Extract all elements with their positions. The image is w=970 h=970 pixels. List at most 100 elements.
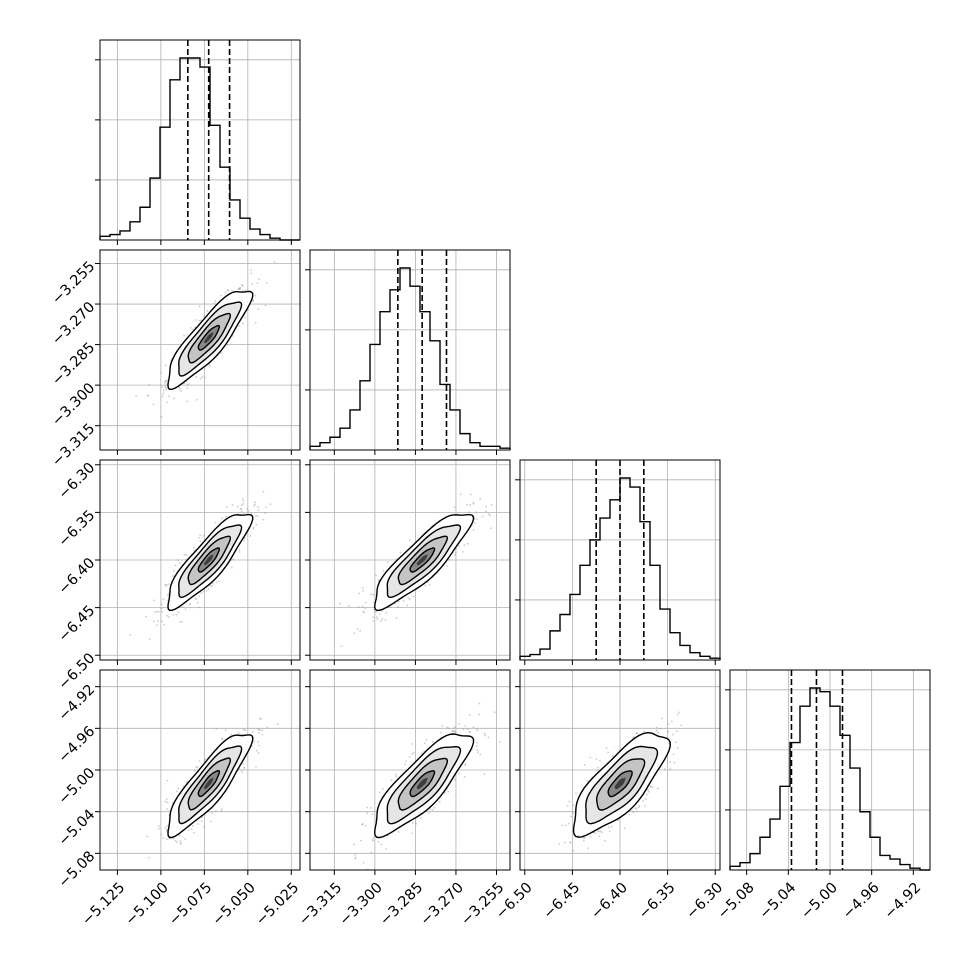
- scatter-point: [196, 766, 199, 769]
- scatter-point: [453, 506, 456, 509]
- scatter-panel-1-0: [95, 249, 301, 455]
- scatter-point: [599, 759, 601, 762]
- scatter-point: [238, 325, 241, 327]
- scatter-point: [221, 517, 223, 520]
- scatter-point: [371, 813, 374, 816]
- scatter-point: [254, 321, 257, 324]
- contour-line: [187, 312, 231, 364]
- scatter-point: [201, 375, 204, 378]
- scatter-point: [623, 827, 626, 830]
- scatter-point: [195, 765, 198, 768]
- scatter-point: [561, 824, 564, 827]
- scatter-point: [221, 737, 223, 740]
- scatter-point: [483, 773, 486, 776]
- scatter-point: [362, 590, 365, 592]
- scatter-point: [176, 559, 179, 561]
- scatter-point: [276, 723, 279, 725]
- scatter-point: [152, 620, 155, 623]
- scatter-point: [359, 629, 362, 632]
- scatter-point: [200, 319, 202, 322]
- histogram-step: [309, 267, 511, 450]
- scatter-point: [242, 762, 245, 765]
- contour-line: [178, 524, 243, 599]
- scatter-point: [209, 365, 211, 368]
- scatter-point: [568, 800, 571, 803]
- scatter-point: [200, 820, 203, 822]
- scatter-point: [172, 837, 175, 840]
- scatter-point: [440, 731, 442, 734]
- scatter-point: [472, 529, 475, 531]
- scatter-point: [411, 821, 414, 824]
- scatter-point: [184, 838, 187, 841]
- scatter-point: [258, 732, 260, 734]
- scatter-point: [168, 395, 170, 398]
- scatter-point: [164, 386, 167, 389]
- scatter-point: [364, 607, 367, 610]
- scatter-point: [354, 853, 356, 856]
- scatter-point: [177, 787, 180, 790]
- density-core: [204, 777, 214, 790]
- scatter-point: [647, 790, 650, 793]
- scatter-point: [186, 387, 189, 389]
- scatter-point: [468, 511, 470, 514]
- scatter-point: [160, 833, 163, 836]
- scatter-point: [198, 595, 201, 598]
- scatter-point: [179, 388, 181, 390]
- scatter-point: [476, 729, 479, 732]
- scatter-point: [402, 600, 405, 602]
- scatter-point: [379, 613, 381, 616]
- scatter-point: [452, 729, 454, 732]
- x-tick-label: −5.125: [79, 880, 128, 929]
- scatter-point: [675, 741, 678, 744]
- scatter-point: [676, 713, 679, 716]
- scatter-point: [210, 585, 213, 587]
- scatter-point: [469, 503, 472, 506]
- scatter-point: [569, 841, 572, 844]
- scatter-point: [269, 503, 272, 506]
- scatter-point: [433, 806, 436, 809]
- scatter-point: [214, 521, 216, 524]
- scatter-point: [258, 744, 261, 747]
- density-core: [204, 332, 214, 344]
- scatter-point: [255, 766, 257, 768]
- scatter-point: [241, 504, 243, 507]
- contour-line: [167, 514, 254, 611]
- scatter-point: [656, 787, 659, 790]
- scatter-point: [408, 539, 411, 542]
- scatter-point: [193, 769, 196, 772]
- scatter-point: [203, 825, 206, 828]
- scatter-point: [461, 550, 464, 553]
- scatter-point: [266, 726, 269, 729]
- scatter-point: [135, 395, 137, 398]
- panel-contents: [100, 460, 300, 660]
- y-tick-label: −4.96: [56, 723, 99, 766]
- scatter-point: [666, 761, 669, 763]
- scatter-point: [617, 819, 620, 822]
- scatter-point: [265, 282, 268, 285]
- scatter-point: [209, 584, 212, 587]
- scatter-point: [636, 732, 639, 735]
- contour-line: [595, 758, 646, 811]
- scatter-point: [673, 761, 676, 764]
- scatter-point: [166, 379, 169, 382]
- scatter-point: [225, 515, 228, 518]
- scatter-point: [661, 717, 664, 720]
- scatter-point: [384, 619, 387, 621]
- scatter-point: [406, 604, 409, 607]
- scatter-point: [632, 811, 635, 814]
- scatter-point: [227, 289, 230, 292]
- scatter-point: [189, 327, 192, 329]
- scatter-point: [231, 504, 234, 506]
- scatter-point: [372, 839, 375, 842]
- scatter-point: [257, 509, 260, 511]
- scatter-point: [241, 497, 244, 500]
- scatter-point: [242, 322, 244, 325]
- scatter-point: [454, 778, 456, 781]
- scatter-point: [183, 553, 186, 556]
- scatter-point: [167, 593, 170, 596]
- scatter-point: [208, 363, 211, 366]
- scatter-point: [446, 726, 449, 729]
- y-tick-label: −6.40: [56, 555, 99, 598]
- scatter-point: [570, 815, 573, 818]
- scatter-point: [635, 807, 638, 810]
